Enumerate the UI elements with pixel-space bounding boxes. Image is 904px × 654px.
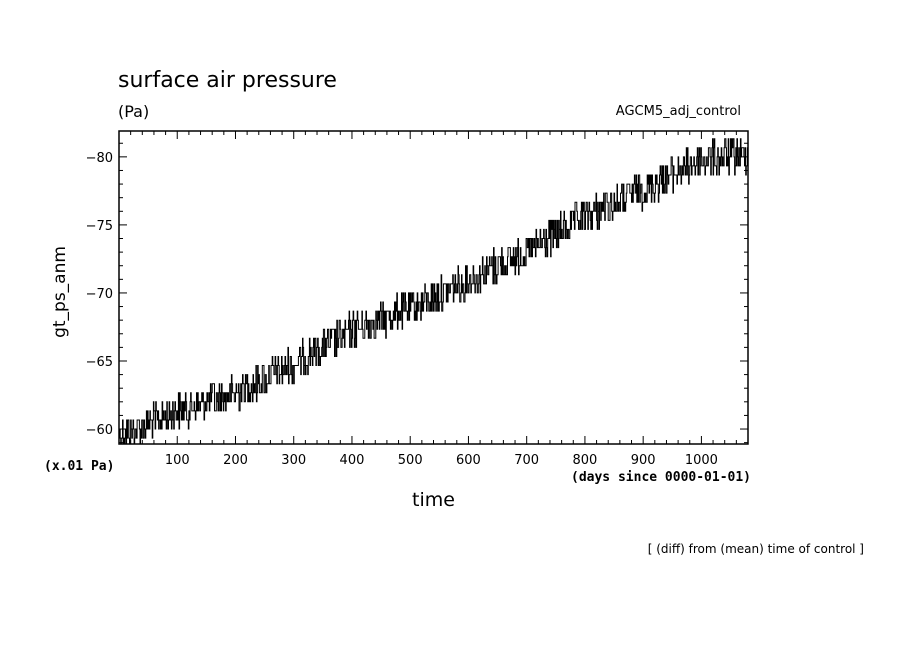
footer-note: [ (diff) from (mean) time of control ] bbox=[647, 542, 864, 556]
y-tick-label: −70 bbox=[86, 287, 113, 302]
x-tick-label: 100 bbox=[165, 453, 190, 468]
tick-group bbox=[119, 131, 748, 444]
y-scale-note: (x.01 Pa) bbox=[44, 459, 115, 474]
chart-title: surface air pressure bbox=[118, 68, 337, 93]
x-axis-label: time bbox=[412, 489, 455, 511]
x-unit-note: (days since 0000-01-01) bbox=[571, 470, 752, 485]
y-axis-label: gt_ps_anm bbox=[50, 246, 70, 338]
x-tick-label: 400 bbox=[340, 453, 365, 468]
x-tick-label: 800 bbox=[573, 453, 598, 468]
series-line bbox=[119, 138, 748, 445]
y-tick-label: −60 bbox=[86, 423, 113, 438]
x-tick-label: 300 bbox=[281, 453, 306, 468]
x-tick-label: 1000 bbox=[685, 453, 718, 468]
x-tick-label: 200 bbox=[223, 453, 248, 468]
run-name-label: AGCM5_adj_control bbox=[615, 104, 741, 119]
x-tick-label: 900 bbox=[631, 453, 656, 468]
x-tick-label: 700 bbox=[514, 453, 539, 468]
y-tick-label: −75 bbox=[86, 219, 113, 234]
y-tick-label: −80 bbox=[86, 151, 113, 166]
units-label: (Pa) bbox=[118, 102, 150, 121]
x-tick-label: 500 bbox=[398, 453, 423, 468]
y-tick-label: −65 bbox=[86, 355, 113, 370]
tick-label-group: 100 200 300 400 500 600 700 800 900 1000 −80 −75 −70… bbox=[86, 151, 718, 468]
plot-frame bbox=[118, 130, 749, 445]
x-tick-label: 600 bbox=[456, 453, 481, 468]
